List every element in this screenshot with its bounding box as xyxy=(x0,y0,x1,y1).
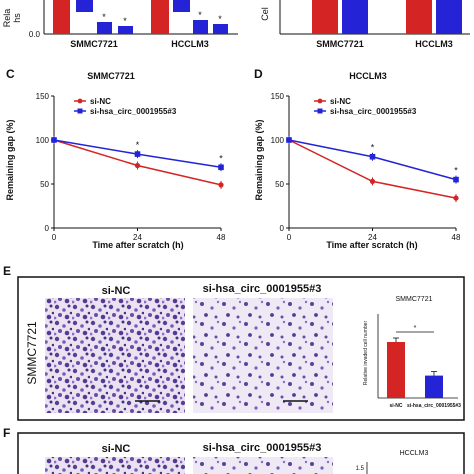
panel-letter-f: F xyxy=(3,426,10,440)
panel-d: D HCCLM3 Remaining gap (%) Time after sc… xyxy=(254,67,461,250)
panel-d-point-1 xyxy=(369,153,376,160)
panel-c-xlabel: Time after scratch (h) xyxy=(92,240,183,250)
panel-letter-e: E xyxy=(3,264,11,278)
panel-letter-d: D xyxy=(254,67,263,81)
panel-d-point-1 xyxy=(453,176,459,183)
panel-d-plot: 0 50 100 150 0 24 48 * * si-NCsi-hsa_circ_0001955… xyxy=(271,92,461,242)
top-left-cat-smmc: SMMC7721 xyxy=(70,39,118,49)
panel-c-ytick-label: 150 xyxy=(36,92,50,101)
bar-hcc-blue-b xyxy=(213,24,228,34)
panel-c: C SMMC7721 Remaining gap (%) Time after … xyxy=(5,67,226,250)
panel-d-legend-marker-0 xyxy=(317,98,323,104)
panel-d-ytick-label: 100 xyxy=(271,136,285,145)
star-hcc-b: * xyxy=(218,14,222,24)
star-smmc-b: * xyxy=(123,16,127,26)
panel-e-row-label: SMMC7721 xyxy=(25,321,39,385)
bar-smmc-red xyxy=(53,0,70,34)
panel-d-xtick-label: 24 xyxy=(368,233,377,242)
panel-c-xtick-label: 48 xyxy=(217,233,226,242)
panel-f-tick-fragment: 1.5 xyxy=(356,466,365,472)
panel-e-category-label: si-hsa_circ_0001955#3 xyxy=(407,403,461,409)
panel-c-star: * xyxy=(136,140,140,150)
panel-d-xtick-label: 48 xyxy=(452,233,461,242)
panel-c-legend-label-1: si-hsa_circ_0001955#3 xyxy=(90,107,177,116)
panel-c-xtick-label: 24 xyxy=(133,233,142,242)
panel-d-ylabel: Remaining gap (%) xyxy=(254,119,264,200)
top-right-cat-smmc: SMMC7721 xyxy=(316,39,364,49)
micrograph-f-nc xyxy=(45,457,185,474)
bar-smmc-blue-a xyxy=(97,22,112,34)
panel-d-title: HCCLM3 xyxy=(349,71,387,81)
bar-smmc-blue-top xyxy=(76,0,93,12)
panel-e-frame xyxy=(17,276,465,421)
panel-e-category-label: si-NC xyxy=(389,403,402,409)
panel-c-point-1 xyxy=(51,137,57,143)
panel-c-ylabel: Remaining gap (%) xyxy=(5,119,15,200)
bar-r-hcc-blue xyxy=(436,0,462,34)
bar-smmc-blue-b xyxy=(118,26,133,34)
panel-e-col-label-si: si-hsa_circ_0001955#3 xyxy=(203,283,322,295)
top-left-cat-hcc: HCCLM3 xyxy=(171,39,209,49)
panel-d-point-0 xyxy=(453,195,459,201)
panel-c-title: SMMC7721 xyxy=(87,71,135,81)
top-right-ylabel-fragment: Cel xyxy=(260,7,270,21)
panel-d-point-1 xyxy=(286,137,292,143)
top-left-bar-chart: Relahs 0.0 * * * * SMMC7721 HCCLM3 xyxy=(2,0,238,49)
panel-c-legend-marker-0 xyxy=(77,98,83,104)
panel-d-ytick-label: 0 xyxy=(280,224,285,233)
top-left-ytick-0: 0.0 xyxy=(29,30,41,39)
panel-c-star: * xyxy=(219,153,223,163)
panel-c-ytick-label: 0 xyxy=(45,224,50,233)
panel-e-col-label-nc: si-NC xyxy=(102,285,131,297)
panel-c-ytick-label: 100 xyxy=(36,136,50,145)
panel-e-bar-1 xyxy=(425,375,443,398)
bar-r-smmc-blue xyxy=(342,0,368,34)
panel-d-xlabel: Time after scratch (h) xyxy=(326,240,417,250)
panel-c-point-0 xyxy=(218,182,224,188)
panel-f-frame xyxy=(17,432,465,474)
panel-f: F si-NC si-hsa_circ_0001955#3 HCCLM3 1.5 xyxy=(3,426,465,474)
bar-r-smmc-red xyxy=(312,0,338,34)
panel-d-legend-label-0: si-NC xyxy=(330,97,351,106)
panel-c-legend-label-0: si-NC xyxy=(90,97,111,106)
panel-d-legend-label-1: si-hsa_circ_0001955#3 xyxy=(330,107,417,116)
bar-hcc-blue-top xyxy=(173,0,190,12)
top-left-ylabel-fragment: Relahs xyxy=(2,9,22,28)
panel-c-legend-marker-1 xyxy=(77,108,83,114)
panel-d-xtick-label: 0 xyxy=(287,233,292,242)
panel-f-chart-title: HCCLM3 xyxy=(400,450,429,457)
panel-c-point-1 xyxy=(218,164,224,171)
panel-e-chart-title: SMMC7721 xyxy=(396,296,433,303)
micrograph-f-si xyxy=(193,457,333,474)
star-smmc-a: * xyxy=(102,12,106,22)
top-right-cat-hcc: HCCLM3 xyxy=(415,39,453,49)
panel-d-point-0 xyxy=(369,178,376,184)
bar-hcc-blue-a xyxy=(193,20,208,34)
micrograph-e-si xyxy=(193,298,333,413)
panel-d-star: * xyxy=(371,143,375,153)
panel-d-ytick-label: 150 xyxy=(271,92,285,101)
panel-c-plot: 0 50 100 150 0 24 48 * * si-NCsi-hsa_circ_0001955… xyxy=(36,92,226,242)
panel-d-ytick-label: 50 xyxy=(275,180,284,189)
panel-e-bar-plot: si-NC si-hsa_circ_0001955#3 * xyxy=(377,314,461,409)
bar-r-hcc-red xyxy=(406,0,432,34)
panel-c-ytick-label: 50 xyxy=(40,180,49,189)
panel-c-point-0 xyxy=(134,162,141,169)
panel-d-star: * xyxy=(454,166,458,176)
panel-e: E SMMC7721 si-NC si-hsa_circ_0001955#3 S… xyxy=(3,264,465,421)
panel-e-chart-ylabel: Relative invaded cell number xyxy=(363,321,369,386)
micrograph-e-nc xyxy=(45,298,185,413)
panel-e-star: * xyxy=(414,325,417,332)
star-hcc-a: * xyxy=(198,10,202,20)
panel-letter-c: C xyxy=(6,67,15,81)
panel-c-xtick-label: 0 xyxy=(52,233,57,242)
panel-f-col-label-nc: si-NC xyxy=(102,443,131,455)
panel-c-point-1 xyxy=(134,151,141,157)
panel-e-bar-0 xyxy=(387,342,405,398)
panel-f-col-label-si: si-hsa_circ_0001955#3 xyxy=(203,442,322,454)
panel-d-legend-marker-1 xyxy=(317,108,323,114)
bar-hcc-red xyxy=(151,0,169,34)
top-right-bar-chart: Cel SMMC7721 HCCLM3 xyxy=(260,0,470,49)
